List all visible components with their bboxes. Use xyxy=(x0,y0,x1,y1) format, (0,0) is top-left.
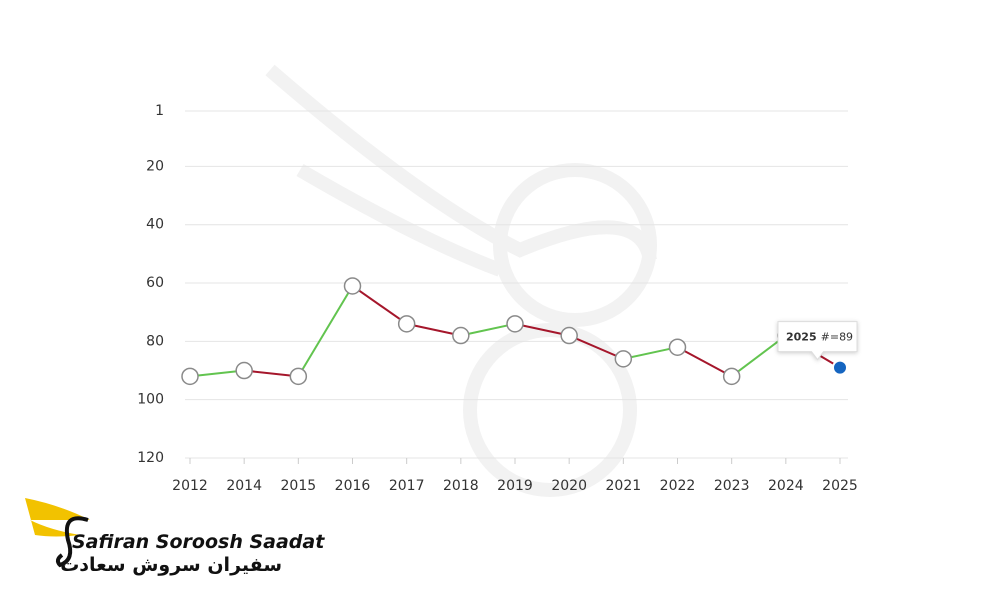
tooltip: 2025 #=89 xyxy=(777,321,858,361)
y-tick-label: 20 xyxy=(146,158,164,174)
tooltip-text: 2025 #=89 xyxy=(786,331,853,344)
y-tick-label: 100 xyxy=(137,392,164,408)
data-point xyxy=(452,326,470,345)
x-tick-label: 2024 xyxy=(768,478,804,494)
x-tick-label: 2025 xyxy=(822,478,858,494)
x-tick-label: 2018 xyxy=(443,478,479,494)
watermark xyxy=(265,64,657,497)
line-segment xyxy=(731,334,787,378)
x-tick-label: 2021 xyxy=(606,478,642,494)
line-segment xyxy=(568,334,624,360)
data-point xyxy=(614,350,633,368)
y-tick-label: 1 xyxy=(155,103,164,119)
line-segment xyxy=(189,369,245,378)
x-tick-label: 2017 xyxy=(389,478,425,494)
data-point xyxy=(181,367,199,386)
logo-name-fa: سفیران سروش سعادت xyxy=(60,554,282,576)
tooltip-value: 89 xyxy=(839,331,853,344)
data-point xyxy=(560,326,578,345)
logo-swan xyxy=(55,516,89,568)
y-tick-label: 60 xyxy=(146,275,164,291)
x-tick-label: 2015 xyxy=(281,478,317,494)
line-segment xyxy=(244,369,299,378)
logo: Safiran Soroosh Saadat سفیران سروش سعادت xyxy=(25,498,325,576)
data-point xyxy=(506,315,524,333)
data-point xyxy=(343,277,362,295)
line-segment xyxy=(297,285,354,377)
line-segment xyxy=(351,285,408,325)
x-tick-label: 2019 xyxy=(497,478,533,494)
data-point xyxy=(668,338,687,356)
line-segment xyxy=(677,346,733,378)
logo-wing xyxy=(25,498,90,537)
y-tick-label: 80 xyxy=(146,333,164,349)
data-point xyxy=(722,367,741,386)
tooltip-prefix: #= xyxy=(821,331,839,344)
x-tick-label: 2014 xyxy=(226,478,262,494)
data-point xyxy=(235,361,253,380)
x-tick-label: 2020 xyxy=(551,478,587,494)
data-point xyxy=(397,315,416,333)
x-tick-label: 2016 xyxy=(335,478,371,494)
data-point xyxy=(832,359,848,376)
x-tick-label: 2023 xyxy=(714,478,750,494)
line-segment xyxy=(623,346,678,360)
y-tick-label: 40 xyxy=(146,217,164,233)
line-segment xyxy=(406,322,462,337)
data-point xyxy=(289,367,308,386)
tooltip-box xyxy=(777,321,858,361)
y-tick-label: 120 xyxy=(137,450,164,466)
x-tick-label: 2022 xyxy=(660,478,696,494)
tooltip-category: 2025 xyxy=(786,331,817,344)
logo-name: Safiran Soroosh Saadat xyxy=(72,531,325,553)
line-segment xyxy=(460,322,516,337)
line-segment xyxy=(514,322,570,337)
x-tick-label: 2012 xyxy=(172,478,208,494)
